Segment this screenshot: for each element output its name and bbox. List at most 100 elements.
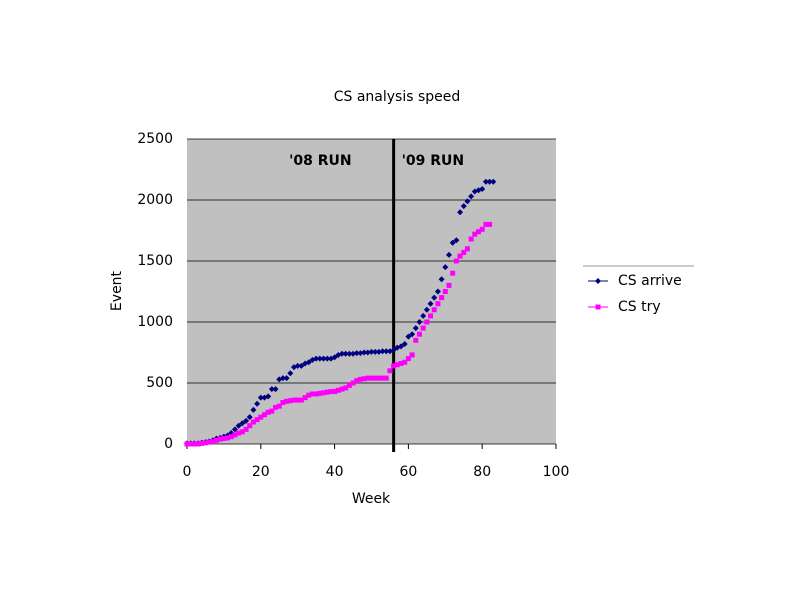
data-point — [457, 253, 463, 259]
data-point — [464, 198, 471, 205]
data-point — [479, 186, 486, 193]
data-point — [280, 400, 286, 406]
data-point — [217, 436, 223, 442]
data-point — [472, 231, 478, 237]
data-point — [210, 439, 216, 445]
data-point — [435, 301, 441, 307]
data-point — [357, 376, 363, 382]
x-tick-label: 60 — [399, 464, 417, 480]
data-point — [250, 406, 257, 413]
data-point — [309, 391, 315, 397]
data-point — [416, 319, 423, 325]
data-point — [291, 397, 297, 403]
data-point — [479, 226, 485, 232]
data-point — [272, 386, 279, 393]
data-point — [261, 412, 267, 418]
y-tick-label: 500 — [146, 375, 173, 391]
data-point — [401, 340, 408, 347]
x-tick-label: 0 — [183, 464, 192, 480]
data-point — [316, 355, 323, 362]
data-point — [387, 368, 393, 374]
data-point — [302, 395, 308, 401]
data-point — [353, 350, 360, 357]
data-point — [254, 417, 260, 423]
data-point — [339, 386, 345, 392]
data-point — [332, 389, 338, 395]
data-point — [369, 375, 374, 381]
x-tick-label: 40 — [326, 464, 344, 480]
data-point — [379, 348, 386, 355]
data-point — [265, 393, 272, 400]
data-point — [442, 264, 449, 271]
data-point — [298, 362, 305, 369]
y-axis-label: Event — [109, 270, 125, 311]
data-point — [258, 414, 264, 420]
data-point — [195, 441, 201, 447]
data-point — [273, 404, 279, 410]
data-point — [232, 432, 238, 438]
data-point — [372, 375, 378, 381]
data-point — [320, 355, 327, 362]
data-point — [313, 355, 320, 362]
data-point — [354, 378, 360, 384]
data-point — [376, 375, 382, 381]
data-point — [235, 422, 242, 429]
data-point — [442, 289, 448, 294]
data-point — [331, 354, 338, 361]
data-point — [202, 440, 208, 446]
data-point — [487, 221, 493, 227]
y-tick-label: 1000 — [137, 314, 173, 330]
data-point — [324, 389, 330, 395]
y-tick-label: 2500 — [137, 131, 173, 147]
data-point — [283, 375, 290, 382]
data-point — [305, 359, 312, 366]
data-point — [269, 408, 275, 414]
data-point — [420, 312, 427, 319]
data-point — [346, 350, 353, 357]
plot-area — [187, 139, 556, 444]
data-point — [239, 429, 245, 435]
data-point — [486, 178, 493, 185]
data-point — [482, 178, 489, 185]
data-point — [464, 246, 470, 252]
data-point — [476, 229, 482, 235]
y-tick-label: 0 — [164, 436, 173, 452]
data-point — [445, 251, 452, 258]
data-point — [383, 348, 390, 355]
data-point — [446, 282, 452, 288]
data-point — [298, 397, 304, 403]
data-point — [468, 236, 474, 242]
data-point — [438, 276, 445, 283]
data-point — [468, 193, 475, 200]
data-point — [268, 386, 275, 393]
data-point — [450, 270, 456, 276]
data-point — [405, 356, 411, 362]
data-point — [423, 306, 430, 313]
data-point — [420, 325, 426, 331]
data-point — [424, 319, 430, 325]
data-point — [225, 435, 231, 441]
data-point — [372, 348, 379, 355]
data-point — [236, 430, 242, 436]
data-point — [413, 337, 419, 343]
chart-title: CS analysis speed — [334, 89, 461, 105]
data-point — [350, 350, 357, 357]
data-point — [343, 385, 349, 391]
data-point — [409, 331, 416, 338]
data-point — [490, 178, 497, 185]
annotation: '08 RUN — [289, 153, 352, 169]
data-point — [398, 343, 405, 350]
data-point — [287, 370, 294, 377]
data-point — [394, 362, 400, 368]
data-point — [247, 423, 253, 429]
data-point — [239, 420, 246, 427]
data-point — [434, 288, 441, 295]
annotation: '09 RUN — [402, 153, 465, 169]
data-point — [427, 300, 434, 307]
data-point — [453, 258, 459, 264]
data-point — [416, 331, 422, 337]
data-point — [391, 363, 397, 369]
data-point — [321, 390, 327, 396]
data-point — [254, 400, 261, 407]
data-point — [295, 397, 301, 403]
